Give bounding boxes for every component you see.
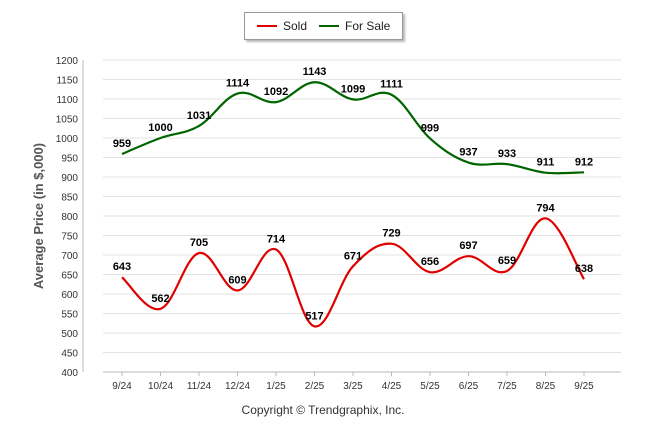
y-tick-label: 750	[61, 232, 78, 243]
data-label-sold: 562	[151, 293, 169, 305]
y-tick-label: 950	[61, 154, 78, 165]
x-tick-label: 1/25	[266, 381, 286, 392]
data-label-for-sale: 1114	[226, 78, 250, 90]
data-label-for-sale: 999	[421, 122, 439, 134]
y-tick-label: 850	[61, 193, 78, 204]
data-label-sold: 697	[459, 240, 477, 252]
data-label-for-sale: 1099	[341, 83, 365, 95]
x-tick-label: 12/24	[225, 381, 250, 392]
data-label-for-sale: 1031	[187, 110, 211, 122]
x-tick-label: 8/25	[536, 381, 556, 392]
y-tick-label: 1000	[56, 134, 79, 145]
y-tick-label: 1100	[56, 95, 78, 106]
data-label-for-sale: 911	[537, 157, 555, 169]
x-tick-label: 3/25	[343, 381, 363, 392]
chart-legend: Sold For Sale	[244, 12, 403, 40]
x-tick-label: 9/24	[112, 381, 132, 392]
data-label-sold: 729	[382, 228, 400, 240]
data-label-sold: 714	[267, 234, 286, 246]
data-label-sold: 643	[113, 261, 131, 273]
data-label-sold: 705	[190, 237, 208, 249]
x-tick-label: 10/24	[148, 381, 173, 392]
y-tick-label: 450	[61, 349, 78, 360]
x-tick-label: 9/25	[574, 381, 594, 392]
y-tick-label: 1150	[56, 76, 78, 87]
y-tick-label: 1050	[56, 115, 79, 126]
data-label-for-sale: 933	[498, 148, 516, 160]
data-label-sold: 517	[305, 310, 323, 322]
data-label-sold: 671	[344, 250, 362, 262]
legend-label-for-sale: For Sale	[345, 19, 391, 33]
y-tick-label: 600	[61, 290, 78, 301]
data-label-sold: 638	[575, 263, 593, 275]
legend-swatch-sold	[257, 25, 277, 27]
copyright-footer: Copyright © Trendgraphix, Inc.	[241, 403, 405, 417]
x-tick-label: 7/25	[497, 381, 517, 392]
x-tick-label: 4/25	[382, 381, 402, 392]
y-tick-label: 800	[61, 212, 78, 223]
data-label-sold: 794	[536, 202, 555, 214]
series-line-sold	[121, 217, 585, 328]
y-tick-label: 700	[61, 251, 78, 262]
y-tick-label: 500	[61, 329, 78, 340]
x-tick-label: 11/24	[187, 381, 212, 392]
data-label-sold: 609	[228, 274, 246, 286]
data-label-for-sale: 1092	[264, 86, 288, 98]
legend-item-for-sale[interactable]: For Sale	[319, 19, 390, 33]
x-tick-label: 5/25	[420, 381, 440, 392]
y-tick-label: 1200	[56, 56, 79, 67]
x-tick-label: 2/25	[305, 381, 325, 392]
x-tick-label: 6/25	[459, 381, 479, 392]
data-label-sold: 656	[421, 256, 439, 268]
y-tick-label: 650	[61, 271, 78, 282]
legend-label-sold: Sold	[283, 19, 308, 33]
y-axis-title: Average Price (in $,000)	[31, 143, 46, 289]
legend-item-sold[interactable]: Sold	[257, 19, 307, 33]
data-label-for-sale: 959	[113, 138, 131, 150]
data-label-for-sale: 912	[575, 156, 593, 168]
y-tick-label: 550	[61, 310, 78, 321]
data-label-sold: 659	[498, 255, 516, 267]
y-tick-label: 900	[61, 173, 78, 184]
series-line-for-sale	[121, 81, 585, 175]
y-tick-label: 400	[61, 368, 78, 379]
data-label-for-sale: 1000	[148, 122, 172, 134]
data-label-for-sale: 937	[459, 147, 477, 159]
data-label-for-sale: 1143	[303, 66, 327, 78]
data-label-for-sale: 1111	[380, 79, 403, 91]
legend-swatch-for-sale	[319, 25, 339, 27]
